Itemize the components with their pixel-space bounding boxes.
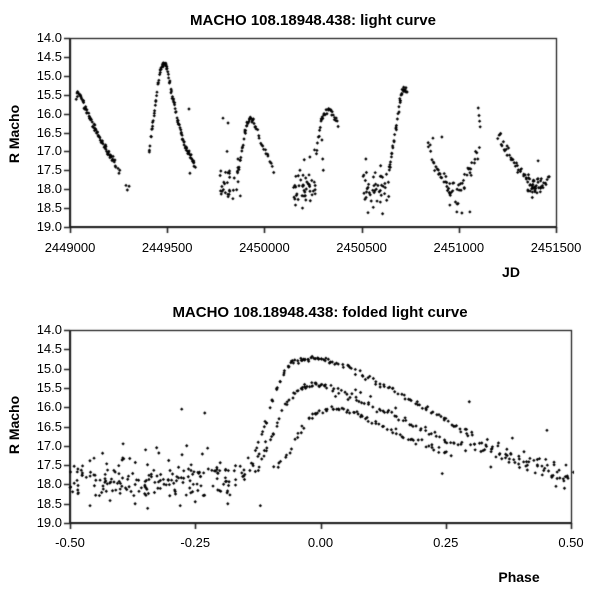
light-curve-chart: MACHO 108.18948.438: light curve R Macho… [0,0,600,300]
y-tick-label: 15.0 [36,360,62,376]
y-tick-label: 17.5 [36,457,62,473]
y-tick-label: 14.5 [36,341,62,357]
y-tick-label: 19.0 [36,515,62,530]
x-tick-label: 2450500 [336,240,387,255]
y-tick-label: 18.0 [36,476,62,492]
x-tick-label: 0.25 [433,535,459,550]
x-tick-label: 2450000 [239,240,290,255]
x-tick-label: 2449000 [44,240,96,255]
light-curve-x-axis-label: JD [502,264,520,280]
y-tick-label: 15.5 [36,86,62,102]
y-tick-label: 16.5 [36,418,62,434]
y-tick-label: 14.5 [36,48,62,64]
y-tick-label: 15.0 [36,67,62,83]
folded-light-curve-chart: MACHO 108.18948.438: folded light curve … [0,300,600,600]
light-curve-plot-canvas [0,0,600,300]
y-tick-label: 16.5 [36,124,62,140]
y-tick-label: 16.0 [36,399,62,415]
x-tick-label: -0.25 [180,535,211,550]
y-tick-label: 14.0 [36,30,62,45]
y-tick-label: 19.0 [36,219,62,234]
folded-light-curve-plot-canvas [0,300,600,600]
folded-light-curve-title: MACHO 108.18948.438: folded light curve [172,304,468,321]
x-tick-label: 2451000 [433,240,485,255]
y-tick-label: 14.0 [36,322,62,337]
light-curve-title: MACHO 108.18948.438: light curve [190,12,436,29]
y-tick-label: 18.5 [36,495,62,511]
x-tick-label: 0.50 [558,535,584,550]
y-tick-label: 15.5 [36,379,62,395]
x-tick-label: -0.50 [55,535,85,550]
x-tick-label: 2451500 [530,240,582,255]
y-tick-label: 16.0 [36,105,62,121]
y-tick-label: 18.0 [36,181,62,197]
folded-light-curve-x-axis-label: Phase [498,569,540,585]
x-tick-label: 0.00 [307,535,334,550]
y-tick-label: 18.5 [36,200,62,216]
y-tick-label: 17.0 [36,437,62,453]
x-tick-label: 2449500 [141,240,193,255]
y-tick-label: 17.0 [36,143,62,159]
y-tick-label: 17.5 [36,162,62,178]
